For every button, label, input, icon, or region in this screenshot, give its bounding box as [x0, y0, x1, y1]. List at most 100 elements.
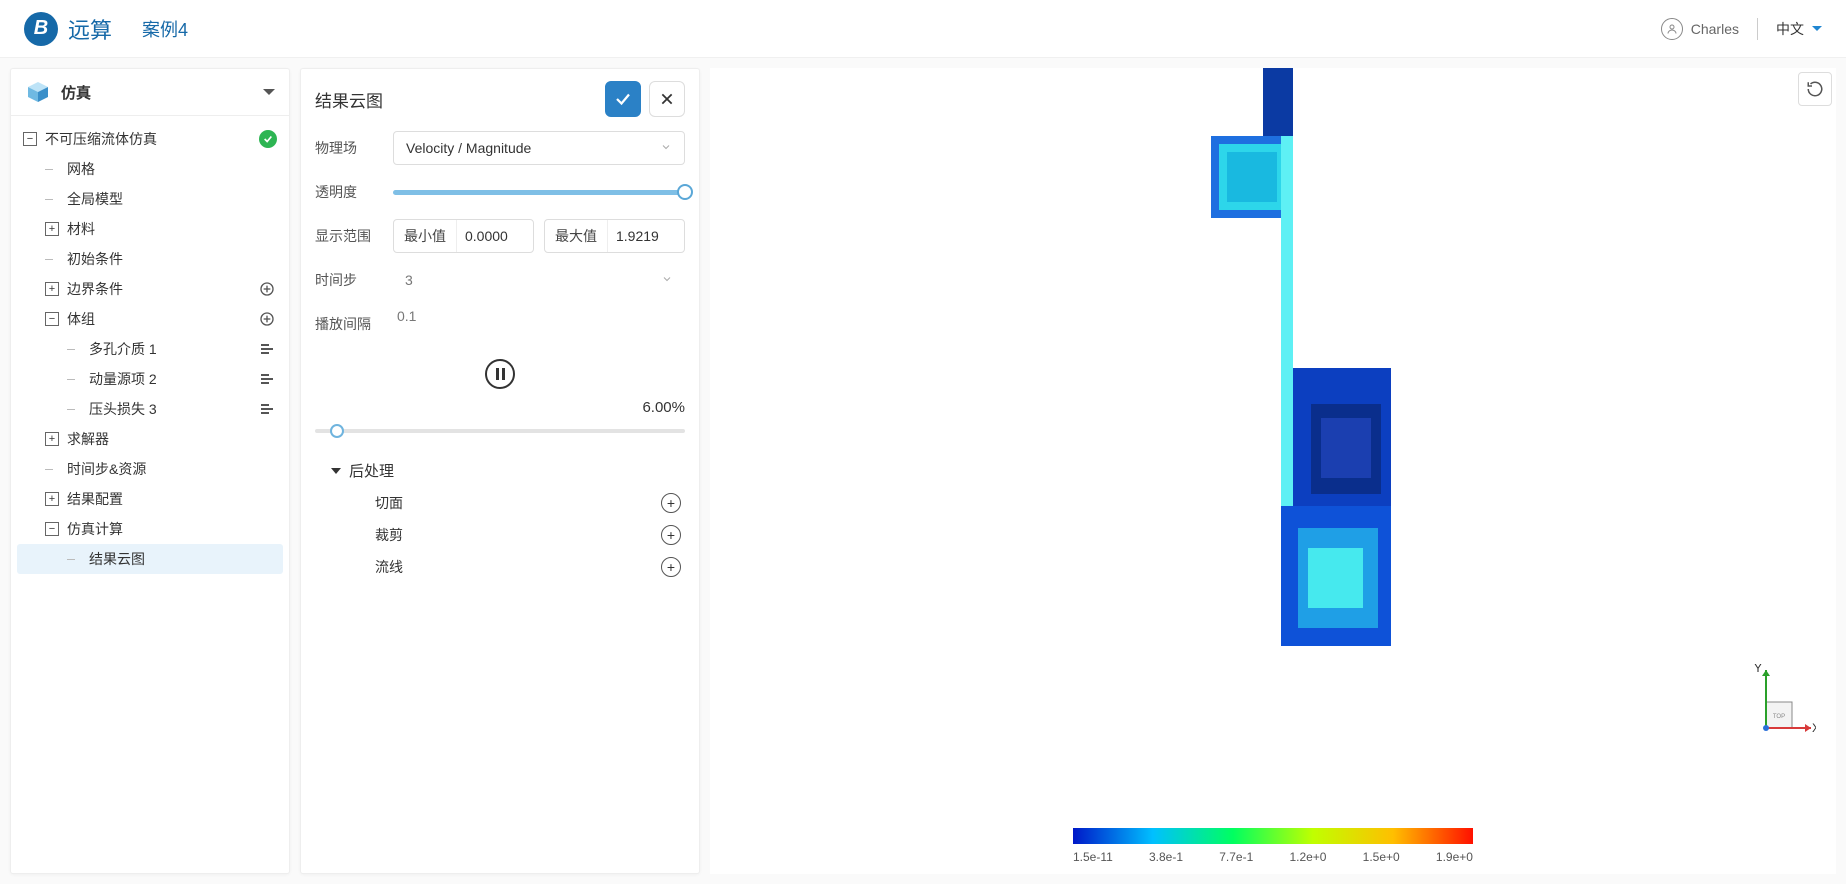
tree-dropdown-caret-icon	[263, 89, 275, 95]
axis-cube-label: TOP	[1773, 714, 1785, 720]
interval-row: 播放间隔 0.1	[315, 305, 685, 343]
postprocess-item-label: 流线	[375, 557, 403, 577]
tree-item-label: 压头损失 3	[89, 399, 257, 419]
expand-icon[interactable]: +	[45, 432, 59, 446]
postprocess-section-header[interactable]: 后处理	[331, 460, 685, 481]
tree-item[interactable]: +边界条件	[17, 274, 283, 304]
add-icon[interactable]: +	[661, 557, 681, 577]
tree-item[interactable]: −不可压缩流体仿真	[17, 124, 283, 154]
tree-item-label: 网格	[67, 159, 277, 179]
tree-item-label: 材料	[67, 219, 277, 239]
tree-item-label: 求解器	[67, 429, 277, 449]
brand-logo[interactable]: B 远算	[24, 12, 112, 46]
main-area: 仿真 −不可压缩流体仿真网格全局模型 + 材料初始条件+边界条件−体组多孔介质 1 动…	[0, 58, 1846, 884]
range-max-value[interactable]: 1.9219	[608, 220, 684, 252]
tree-item[interactable]: −仿真计算	[17, 514, 283, 544]
progress-percent: 6.00%	[315, 399, 685, 416]
pause-button[interactable]	[485, 359, 515, 389]
range-label: 显示范围	[315, 226, 383, 246]
tree-item[interactable]: 压头损失 3	[17, 394, 283, 424]
language-switch[interactable]: 中文	[1776, 19, 1822, 39]
chevron-down-icon	[1812, 26, 1822, 31]
postprocess-item[interactable]: 切面 +	[315, 487, 685, 519]
legend-ticks: 1.5e-113.8e-17.7e-11.2e+01.5e+01.9e+0	[1073, 850, 1473, 864]
app-header: B 远算 案例4 Charles 中文	[0, 0, 1846, 58]
tree-body: −不可压缩流体仿真网格全局模型 + 材料初始条件+边界条件−体组多孔介质 1 动量源项…	[11, 116, 289, 582]
user-name: Charles	[1691, 21, 1739, 37]
progress-slider[interactable]	[315, 422, 685, 440]
progress-slider-handle[interactable]	[330, 424, 344, 438]
opacity-slider[interactable]	[393, 182, 685, 202]
postprocess-item[interactable]: 裁剪+	[315, 519, 685, 551]
status-ok-icon	[259, 130, 277, 148]
tree-item[interactable]: 全局模型	[17, 184, 283, 214]
add-icon[interactable]	[257, 309, 277, 329]
add-icon[interactable]	[257, 279, 277, 299]
expand-icon[interactable]: +	[45, 492, 59, 506]
postprocess-item[interactable]: 流线 +	[315, 551, 685, 583]
tree-item-label: 结果云图	[89, 549, 277, 569]
field-select[interactable]: Velocity / Magnitude	[393, 131, 685, 165]
expand-icon[interactable]: +	[45, 282, 59, 296]
brand-name: 远算	[68, 13, 112, 45]
close-button[interactable]	[649, 81, 685, 117]
add-icon[interactable]: +	[661, 493, 681, 513]
tree-item[interactable]: + 求解器	[17, 424, 283, 454]
case-name[interactable]: 案例4	[142, 16, 188, 42]
axis-y-label: Y	[1754, 664, 1762, 675]
list-options-icon[interactable]	[257, 339, 277, 359]
cfd-result-render	[1153, 68, 1393, 648]
range-min: 最小值 0.0000	[393, 219, 534, 253]
tree-item-label: 仿真计算	[67, 519, 277, 539]
timestep-select[interactable]: 3	[393, 263, 685, 297]
collapse-icon[interactable]: −	[45, 312, 59, 326]
tree-item[interactable]: 动量源项 2	[17, 364, 283, 394]
user-menu[interactable]: Charles	[1661, 18, 1739, 40]
header-right: Charles 中文	[1661, 18, 1822, 40]
viewport-3d[interactable]: TOP X Y 1.5e-113.8e-17.7e-11.2e+01.5e+01…	[710, 68, 1836, 874]
interval-input[interactable]: 0.1	[393, 308, 685, 340]
range-min-label: 最小值	[394, 220, 457, 252]
range-min-value[interactable]: 0.0000	[457, 220, 533, 252]
postprocess-item-label: 切面	[375, 493, 403, 513]
interval-label: 播放间隔	[315, 314, 383, 334]
panel-title: 结果云图	[315, 87, 597, 112]
panel-header: 结果云图	[315, 81, 685, 117]
opacity-label: 透明度	[315, 182, 383, 202]
range-max: 最大值 1.9219	[544, 219, 685, 253]
progress-area: 6.00%	[315, 399, 685, 440]
expand-icon[interactable]: +	[45, 222, 59, 236]
timestep-value: 3	[405, 272, 413, 288]
legend-tick: 1.2e+0	[1289, 850, 1326, 864]
legend-tick: 1.5e-11	[1073, 850, 1113, 864]
legend-tick: 1.5e+0	[1363, 850, 1400, 864]
list-options-icon[interactable]	[257, 399, 277, 419]
legend-gradient	[1073, 828, 1473, 844]
tree-item[interactable]: 多孔介质 1	[17, 334, 283, 364]
tree-item[interactable]: 时间步&资源	[17, 454, 283, 484]
confirm-button[interactable]	[605, 81, 641, 117]
opacity-row: 透明度	[315, 173, 685, 211]
tree-item[interactable]: 结果云图	[17, 544, 283, 574]
refresh-button[interactable]	[1798, 72, 1832, 106]
collapse-icon[interactable]: −	[45, 522, 59, 536]
list-options-icon[interactable]	[257, 369, 277, 389]
opacity-slider-handle[interactable]	[677, 184, 693, 200]
tree-item[interactable]: 初始条件	[17, 244, 283, 274]
collapse-icon[interactable]: −	[23, 132, 37, 146]
field-value: Velocity / Magnitude	[406, 140, 531, 156]
add-icon[interactable]: +	[661, 525, 681, 545]
tree-item[interactable]: +结果配置	[17, 484, 283, 514]
axis-gizmo[interactable]: TOP X Y	[1726, 664, 1816, 754]
simulation-tree-panel: 仿真 −不可压缩流体仿真网格全局模型 + 材料初始条件+边界条件−体组多孔介质 1 动…	[10, 68, 290, 874]
tree-item[interactable]: 网格	[17, 154, 283, 184]
postprocess-list: 切面+裁剪+流线+	[315, 487, 685, 583]
simulation-cube-icon	[25, 79, 51, 105]
range-row: 显示范围 最小值 0.0000 最大值 1.9219	[315, 217, 685, 255]
tree-item[interactable]: + 材料	[17, 214, 283, 244]
tree-item[interactable]: −体组	[17, 304, 283, 334]
timestep-label: 时间步	[315, 270, 383, 290]
chevron-down-icon	[660, 140, 672, 156]
tree-header[interactable]: 仿真	[11, 69, 289, 116]
tree-item-label: 多孔介质 1	[89, 339, 257, 359]
